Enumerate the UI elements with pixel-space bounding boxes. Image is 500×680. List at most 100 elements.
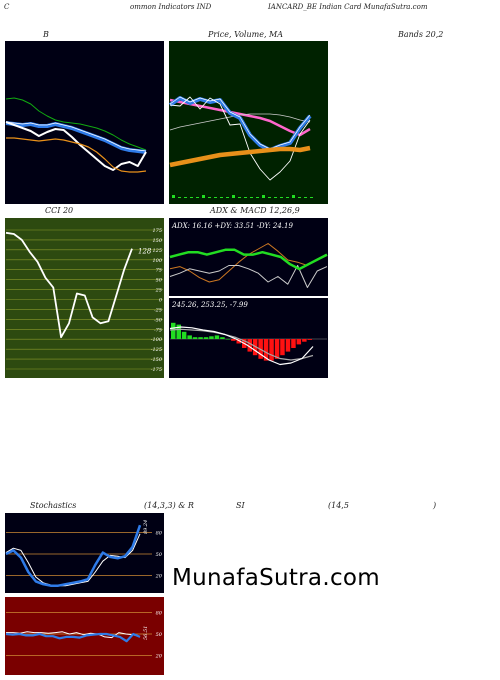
macd-histogram-bar: [285, 339, 291, 352]
volume-bar: [178, 197, 181, 198]
macd-line: [169, 326, 314, 366]
macd-histogram-bar: [280, 339, 285, 356]
macd-histogram-bar: [187, 335, 192, 339]
cci-tick-label: -75: [154, 327, 162, 333]
macd-chart: 245.26, 253.25, -7.99: [168, 297, 329, 379]
stoch-title-2: (14,3,3) & R: [144, 501, 194, 510]
volume-bar: [202, 195, 205, 198]
adx-values-label: ADX: 16.16 +DY: 33.51 -DY: 24.19: [171, 222, 293, 230]
price-volume-ma-chart: [168, 40, 329, 205]
rsi-line: [6, 631, 141, 639]
volume-bar: [232, 195, 235, 198]
header-mid: ommon Indicators IND: [130, 3, 212, 11]
macd-histogram-bar: [302, 339, 307, 342]
bb-title: B: [43, 30, 49, 39]
volume-bar: [196, 197, 199, 198]
cci-line: [5, 231, 133, 339]
bands-title: Bands 20,2: [398, 30, 444, 39]
cci-tick-label: 125: [152, 248, 162, 254]
macd-histogram-bar: [181, 331, 187, 339]
cci-tick-label: 100: [152, 258, 162, 264]
cci-tick-label: -175: [151, 367, 162, 373]
macd-histogram-bar: [296, 339, 302, 345]
macd-histogram-bar: [231, 339, 236, 341]
cci-last-value: 128: [138, 248, 152, 256]
rsi-title-1: SI: [236, 501, 245, 510]
rsi-title-3: ): [433, 501, 437, 510]
panel-background: [168, 297, 329, 379]
volume-bar: [238, 197, 241, 198]
rsi-chart: 80 50 20 56.51: [4, 596, 165, 676]
macd-histogram-bar: [247, 339, 252, 352]
watermark: MunafaSutra.com: [172, 565, 380, 591]
panel-background: [168, 217, 329, 297]
macd-histogram-bar: [214, 335, 220, 339]
stoch-tick-label: 80: [156, 530, 163, 536]
cci-tick-label: 175: [152, 228, 162, 234]
lower-band-line: [6, 137, 147, 173]
volume-bar: [244, 197, 247, 198]
adx-title: ADX & MACD 12,26,9: [210, 206, 300, 215]
middle-band-highlight: [5, 121, 147, 152]
macd-histogram-bar: [225, 339, 231, 340]
macd-histogram-bar: [263, 339, 269, 361]
rsi-ma-line: [5, 632, 141, 643]
middle-band-line: [5, 121, 147, 154]
cci-tick-label: 50: [156, 278, 163, 284]
ma-line-grey: [169, 113, 311, 131]
adx-line: [169, 248, 328, 271]
macd-histogram-bar: [176, 324, 181, 339]
bollinger-chart: [4, 40, 165, 205]
price-line: [5, 121, 147, 171]
volume-bar: [250, 197, 253, 198]
rsi-tick-label: 80: [156, 610, 163, 616]
macd-histogram-bar: [220, 337, 225, 339]
stochastics-chart: 80 50 20 89.24: [4, 512, 165, 594]
panel-background: [168, 40, 329, 205]
cci-tick-label: 75: [156, 268, 162, 274]
volume-bar: [310, 197, 313, 198]
header-right: IANCARD_BE Indian Card MunafaSutra.com: [268, 3, 428, 11]
volume-bar: [220, 197, 223, 198]
rsi-title-2: (14,5: [328, 501, 349, 510]
cci-title: CCI 20: [45, 206, 74, 215]
macd-histogram-bar: [269, 339, 274, 361]
rsi-tick-label: 50: [156, 632, 163, 638]
volume-bar: [292, 195, 295, 198]
stoch-title-1: Stochastics: [30, 501, 77, 510]
stoch-tick-label: 20: [155, 574, 163, 580]
cci-tick-label: 25: [155, 288, 162, 294]
volume-bar: [184, 197, 187, 198]
price-line: [169, 96, 311, 181]
header-left: C: [4, 3, 10, 11]
stoch-k-line: [5, 524, 142, 587]
price-title: Price, Volume, MA: [208, 30, 284, 39]
cci-tick-label: 150: [152, 238, 162, 244]
macd-histogram-bar: [274, 339, 280, 359]
ma-line-orange: [169, 145, 311, 168]
volume-bar: [214, 197, 217, 198]
stoch-d-line: [5, 533, 141, 587]
volume-bar: [280, 197, 283, 198]
volume-bar: [268, 197, 271, 198]
rsi-tick-label: 20: [155, 654, 163, 660]
stoch-tick-label: 50: [156, 552, 163, 558]
macd-histogram-bar: [291, 339, 296, 348]
macd-histogram-bar: [209, 336, 214, 339]
macd-values-label: 245.26, 253.25, -7.99: [171, 301, 248, 309]
cci-tick-label: -25: [154, 307, 162, 313]
cci-tick-label: -50: [154, 317, 163, 323]
macd-histogram-bar: [203, 337, 209, 339]
cci-tick-label: -150: [151, 357, 163, 363]
volume-bar: [256, 197, 259, 198]
adx-chart: ADX: 16.16 +DY: 33.51 -DY: 24.19: [168, 217, 329, 297]
cci-tick-label: -125: [151, 347, 162, 353]
macd-histogram-bar: [236, 339, 241, 344]
macd-histogram-bar: [198, 337, 203, 339]
cci-chart: 175 150 125 100 75 50 25 0 -25 -50 -75 -100 -125 -150…: [4, 217, 165, 379]
cci-tick-label: -100: [151, 337, 163, 343]
cci-tick-label: 0: [159, 298, 163, 304]
macd-histogram-bar: [171, 322, 176, 339]
panel-background: [4, 217, 165, 379]
